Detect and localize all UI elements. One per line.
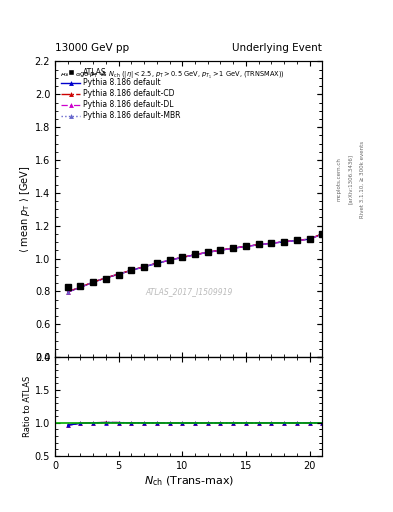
Text: 13000 GeV pp: 13000 GeV pp [55, 43, 129, 53]
X-axis label: $N_\mathrm{ch}$ (Trans-max): $N_\mathrm{ch}$ (Trans-max) [143, 475, 234, 488]
Text: Rivet 3.1.10, ≥ 300k events: Rivet 3.1.10, ≥ 300k events [360, 141, 365, 218]
Text: [arXiv:1306.3436]: [arXiv:1306.3436] [348, 154, 353, 204]
Text: mcplots.cern.ch: mcplots.cern.ch [336, 157, 341, 201]
Text: Underlying Event: Underlying Event [232, 43, 322, 53]
Text: Average $p_\mathrm{T}$ vs $N_\mathrm{ch}$ ($|\eta|<2.5$, $p_\mathrm{T}>0.5$ GeV,: Average $p_\mathrm{T}$ vs $N_\mathrm{ch}… [61, 70, 285, 81]
Y-axis label: Ratio to ATLAS: Ratio to ATLAS [23, 376, 32, 437]
Text: ATLAS_2017_I1509919: ATLAS_2017_I1509919 [145, 288, 232, 296]
Y-axis label: $\langle$ mean $p_\mathrm{T}$ $\rangle$ [GeV]: $\langle$ mean $p_\mathrm{T}$ $\rangle$ … [18, 165, 32, 253]
Legend: ATLAS, Pythia 8.186 default, Pythia 8.186 default-CD, Pythia 8.186 default-DL, P: ATLAS, Pythia 8.186 default, Pythia 8.18… [59, 65, 183, 122]
